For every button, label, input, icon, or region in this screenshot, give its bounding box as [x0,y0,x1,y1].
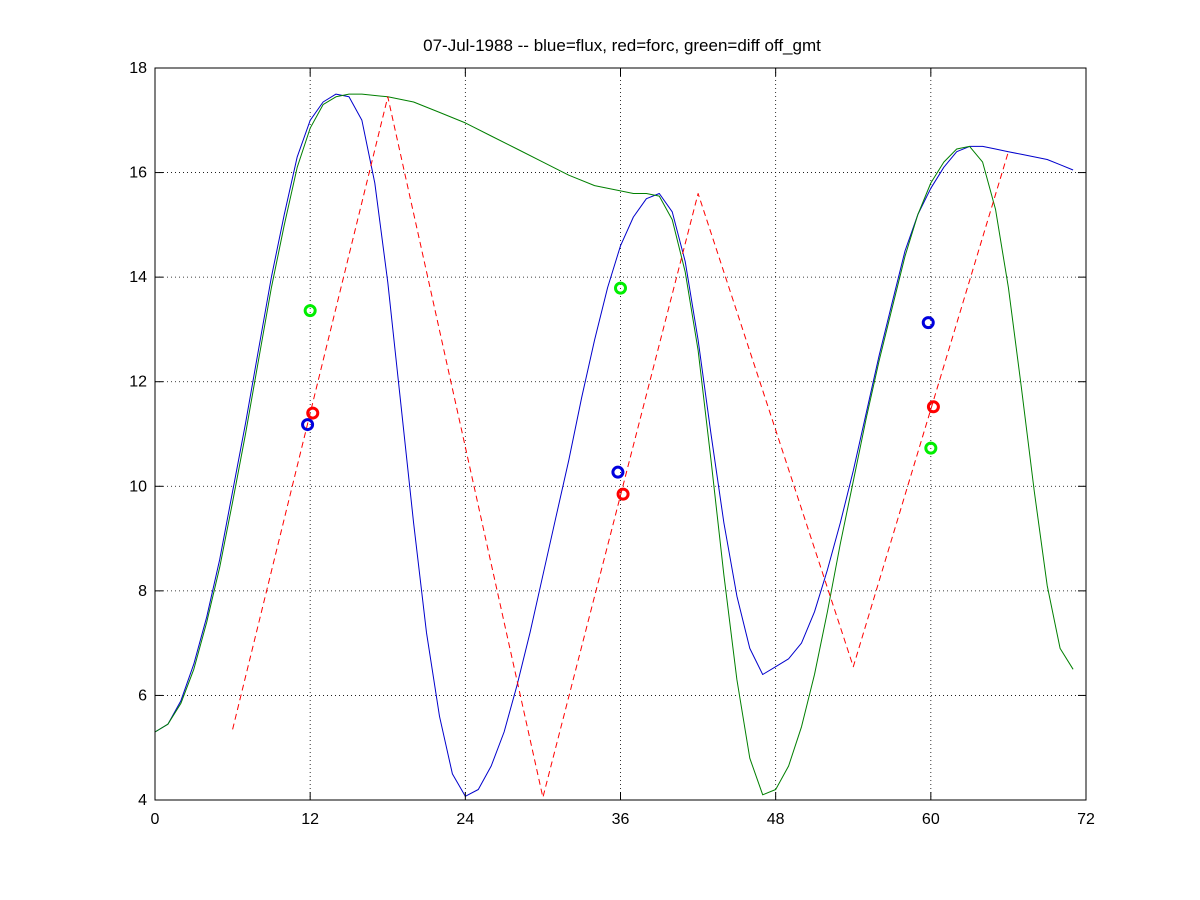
y-tick-label: 4 [138,792,147,809]
y-tick-label: 16 [129,165,147,182]
y-tick-label: 18 [129,60,147,77]
forc-series-line [232,96,1009,798]
x-tick-label: 60 [922,811,940,828]
y-tick-label: 8 [138,583,147,600]
forc-marker-point [616,487,630,501]
forc-marker-point [306,406,320,420]
x-tick-label: 24 [456,811,474,828]
x-tick-label: 12 [301,811,319,828]
x-tick-label: 36 [612,811,630,828]
plot-series [154,93,1074,798]
diff-marker-point [303,304,317,318]
chart-title: 07-Jul-1988 -- blue=flux, red=forc, gree… [423,36,821,55]
axis-ticks: 0 12 24 36 48 60 72 4 6 8 10 12 14 16 18 [129,60,1095,828]
diff-marker-point [924,441,938,455]
flux-marker-point [921,316,935,330]
y-tick-label: 14 [129,269,147,286]
plot-markers [301,281,940,501]
forc-marker-point [926,400,940,414]
x-tick-label: 72 [1077,811,1095,828]
diff-marker-point [614,281,627,295]
flux-marker-point [301,418,315,432]
diff-series-line [154,93,1074,796]
y-tick-label: 6 [138,687,147,704]
y-tick-label: 10 [129,478,147,495]
x-tick-label: 48 [767,811,785,828]
y-tick-label: 12 [129,374,147,391]
x-tick-label: 0 [151,811,160,828]
flux-marker-point [611,465,625,479]
